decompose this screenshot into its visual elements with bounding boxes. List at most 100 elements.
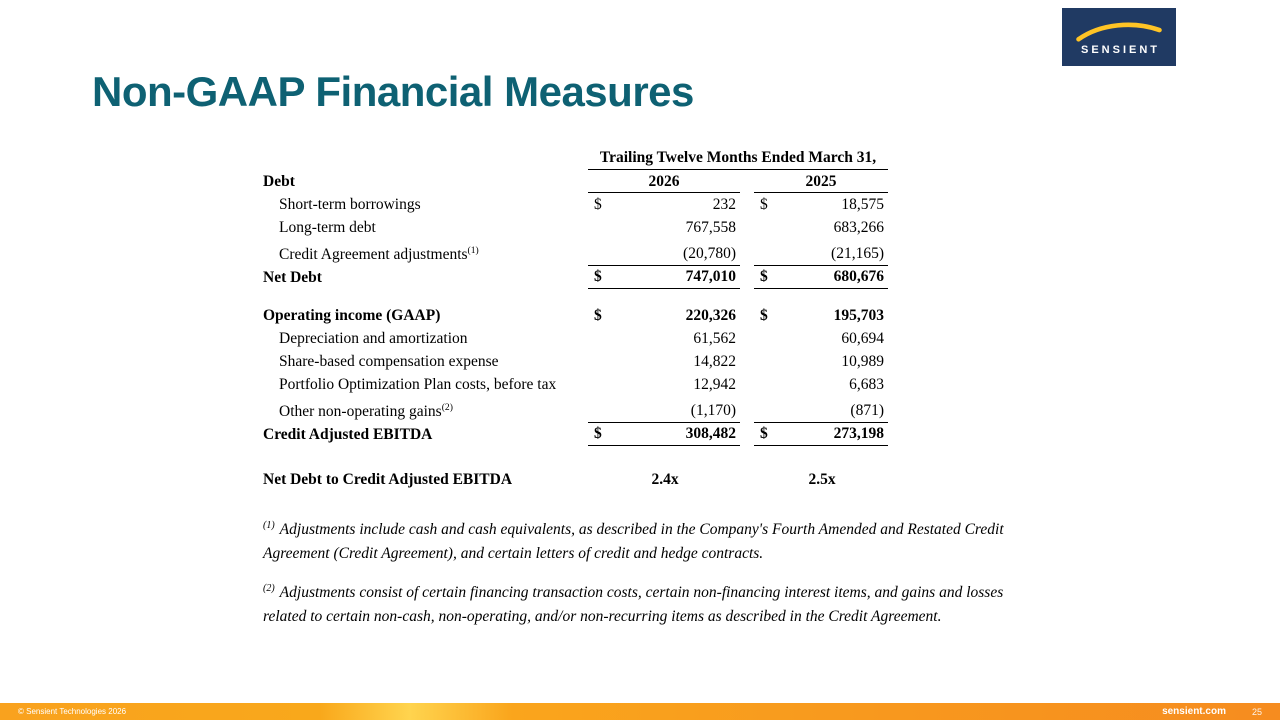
sensient-logo: SENSIENT xyxy=(1062,8,1176,66)
footnote-ref: (1) xyxy=(467,244,479,256)
table-period-header-row: Trailing Twelve Months Ended March 31, xyxy=(263,146,888,170)
row-label: Credit Adjusted EBITDA xyxy=(263,426,433,443)
value-cell: $747,010 xyxy=(588,266,740,289)
footnote-1: (1) Adjustments include cash and cash equ… xyxy=(263,518,1025,566)
logo-swoosh-icon xyxy=(1076,22,1162,42)
value-cell: 61,562 xyxy=(588,327,740,350)
row-label: Net Debt to Credit Adjusted EBITDA xyxy=(263,471,513,488)
dollar-sign: $ xyxy=(760,268,768,285)
value-cell: 60,694 xyxy=(754,327,888,350)
value-cell: 10,989 xyxy=(754,350,888,373)
value-text: 60,694 xyxy=(841,330,884,347)
value-text: (871) xyxy=(850,402,884,419)
footer-bar: © Sensient Technologies 2026 sensient.co… xyxy=(0,703,1280,720)
value-text: 61,562 xyxy=(693,330,736,347)
financial-table: Trailing Twelve Months Ended March 31, D… xyxy=(263,146,888,491)
table-spacer xyxy=(263,446,888,468)
website-link[interactable]: sensient.com xyxy=(1162,706,1226,717)
value-text: 767,558 xyxy=(685,219,736,236)
value-cell: (1,170) xyxy=(588,396,740,423)
table-row: Net Debt $747,010 $680,676 xyxy=(263,266,888,289)
row-label: Short-term borrowings xyxy=(279,196,421,213)
dollar-sign: $ xyxy=(594,307,602,324)
value-text: 747,010 xyxy=(685,268,736,285)
row-label: Depreciation and amortization xyxy=(279,330,468,347)
value-text: (20,780) xyxy=(683,245,736,262)
value-cell: $195,703 xyxy=(754,304,888,327)
value-cell: $308,482 xyxy=(588,423,740,446)
value-cell: $680,676 xyxy=(754,266,888,289)
table-row: Long-term debt 767,558 683,266 xyxy=(263,216,888,239)
table-body: Short-term borrowings $232 $18,575 Long-ter… xyxy=(263,193,888,491)
footnote-2-text: Adjustments consist of certain financing… xyxy=(263,584,1004,626)
value-text: 18,575 xyxy=(841,196,884,213)
value-text: 2.4x xyxy=(651,471,679,488)
row-label: Share-based compensation expense xyxy=(279,353,499,370)
value-cell: (20,780) xyxy=(588,239,740,266)
dollar-sign: $ xyxy=(594,196,602,213)
year-column-2025: 2025 xyxy=(754,173,888,193)
value-text: 683,266 xyxy=(833,219,884,236)
empty-cell xyxy=(263,168,588,170)
value-cell: $18,575 xyxy=(754,193,888,216)
value-text: 680,676 xyxy=(833,268,884,285)
row-label: Portfolio Optimization Plan costs, befor… xyxy=(279,376,557,393)
table-row: Short-term borrowings $232 $18,575 xyxy=(263,193,888,216)
table-row: Other non-operating gains(2) (1,170) (871) xyxy=(263,396,888,423)
value-cell: (871) xyxy=(754,396,888,423)
logo-text: SENSIENT xyxy=(1080,43,1160,56)
table-row: Credit Agreement adjustments(1) (20,780) (… xyxy=(263,239,888,266)
section-label-debt: Debt xyxy=(263,173,295,190)
value-text: 2.5x xyxy=(808,471,836,488)
value-text: (1,170) xyxy=(690,402,736,419)
footnote-2: (2) Adjustments consist of certain financ… xyxy=(263,581,1025,629)
value-text: 12,942 xyxy=(693,376,736,393)
footnote-ref: (2) xyxy=(441,401,453,413)
value-cell: 2.4x xyxy=(588,468,740,491)
page-title: Non-GAAP Financial Measures xyxy=(92,68,694,115)
dollar-sign: $ xyxy=(594,268,602,285)
value-cell: $232 xyxy=(588,193,740,216)
value-text: 273,198 xyxy=(833,425,884,442)
value-cell: $273,198 xyxy=(754,423,888,446)
dollar-sign: $ xyxy=(760,307,768,324)
value-text: 308,482 xyxy=(685,425,736,442)
page-number: 25 xyxy=(1251,706,1262,717)
value-text: 195,703 xyxy=(833,307,884,324)
value-text: 232 xyxy=(712,196,736,213)
table-row: Depreciation and amortization 61,562 60,69… xyxy=(263,327,888,350)
table-row: Credit Adjusted EBITDA $308,482 $273,198 xyxy=(263,423,888,446)
value-cell: 14,822 xyxy=(588,350,740,373)
table-spacer xyxy=(263,289,888,304)
value-cell: 767,558 xyxy=(588,216,740,239)
footnote-1-marker: (1) xyxy=(263,520,275,531)
value-cell: 2.5x xyxy=(754,468,888,491)
footnote-1-text: Adjustments include cash and cash equiva… xyxy=(263,521,1004,563)
table-row: Portfolio Optimization Plan costs, befor… xyxy=(263,373,888,396)
row-label: Net Debt xyxy=(263,269,322,286)
dollar-sign: $ xyxy=(760,425,768,442)
row-label: Credit Agreement adjustments(1) xyxy=(279,244,479,263)
value-cell: 12,942 xyxy=(588,373,740,396)
table-year-row: Debt 2026 2025 xyxy=(263,170,888,193)
value-cell: 6,683 xyxy=(754,373,888,396)
table-row: Share-based compensation expense 14,822 10… xyxy=(263,350,888,373)
table-period-header: Trailing Twelve Months Ended March 31, xyxy=(588,149,888,170)
row-label: Operating income (GAAP) xyxy=(263,307,441,324)
table-row: Operating income (GAAP) $220,326 $195,703 xyxy=(263,304,888,327)
value-text: 10,989 xyxy=(841,353,884,370)
value-cell: 683,266 xyxy=(754,216,888,239)
dollar-sign: $ xyxy=(760,196,768,213)
value-text: (21,165) xyxy=(831,245,884,262)
year-column-2026: 2026 xyxy=(588,173,740,193)
row-label: Other non-operating gains(2) xyxy=(279,401,453,420)
value-cell: $220,326 xyxy=(588,304,740,327)
value-text: 220,326 xyxy=(685,307,736,324)
row-label: Long-term debt xyxy=(279,219,376,236)
value-text: 6,683 xyxy=(849,376,884,393)
footnote-2-marker: (2) xyxy=(263,583,275,595)
dollar-sign: $ xyxy=(594,425,602,442)
value-text: 14,822 xyxy=(693,353,736,370)
copyright-text: © Sensient Technologies 2026 xyxy=(18,707,127,716)
